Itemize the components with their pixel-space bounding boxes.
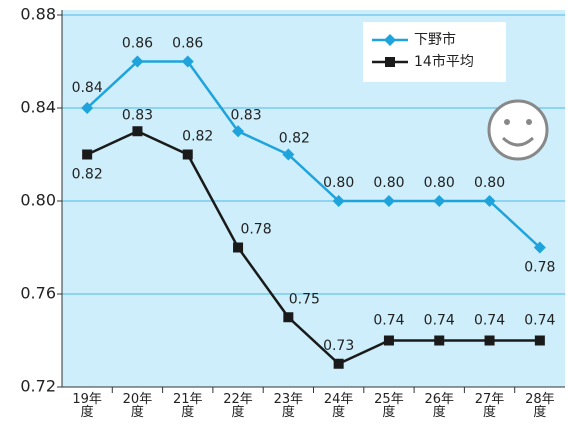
x-tick-label: 22年度 [223, 392, 253, 420]
data-label: 0.80 [474, 175, 505, 191]
marker [534, 335, 545, 346]
x-tick-label: 20年度 [122, 392, 153, 420]
x-tick-label: 27年度 [474, 392, 505, 420]
marker [232, 125, 245, 138]
data-label: 0.80 [323, 175, 354, 191]
marker [282, 148, 295, 161]
y-tick-label: 0.72 [20, 377, 56, 396]
data-label: 0.84 [72, 80, 103, 96]
data-label: 0.74 [474, 313, 505, 329]
y-tick-label: 0.80 [20, 191, 56, 210]
data-label: 0.82 [279, 131, 310, 147]
data-label: 0.82 [182, 129, 213, 145]
data-label: 0.82 [72, 167, 103, 183]
marker [181, 55, 194, 68]
marker [82, 149, 93, 160]
marker [81, 102, 94, 114]
marker [333, 358, 344, 369]
y-tick-label: 0.84 [20, 98, 56, 117]
data-label: 0.74 [424, 313, 455, 329]
marker [131, 55, 144, 68]
smiley [487, 99, 549, 161]
data-label: 0.86 [172, 36, 203, 52]
x-tick-label: 24年度 [323, 392, 354, 420]
marker [484, 335, 495, 346]
marker [483, 195, 496, 207]
marker [434, 335, 445, 346]
data-label: 0.80 [373, 175, 404, 191]
data-label: 0.78 [240, 222, 271, 238]
x-tick-label: 19年度 [72, 392, 102, 420]
legend-marker [385, 57, 395, 67]
data-label: 0.83 [230, 107, 261, 123]
legend-box [363, 22, 506, 82]
x-tick-label: 28年度 [525, 392, 555, 420]
legend-marker [384, 34, 396, 46]
marker [283, 312, 294, 323]
marker [233, 242, 244, 253]
x-tick-label: 23年度 [273, 392, 304, 420]
series-line [86, 60, 541, 249]
data-label: 0.74 [373, 313, 404, 329]
marker [382, 195, 395, 207]
marker [383, 335, 394, 346]
data-label: 0.75 [289, 291, 320, 307]
data-label: 0.83 [122, 107, 153, 123]
y-tick-label: 0.76 [20, 284, 56, 303]
marker [533, 241, 546, 254]
data-label: 0.86 [122, 36, 153, 52]
x-tick-label: 21年度 [172, 392, 203, 420]
data-label: 0.74 [524, 313, 555, 329]
legend-label: 14市平均 [414, 53, 474, 70]
data-label: 0.73 [323, 338, 354, 354]
marker [132, 126, 143, 137]
x-tick-label: 26年度 [424, 392, 455, 420]
data-label: 0.78 [524, 260, 555, 276]
x-tick-label: 25年度 [374, 392, 404, 420]
y-tick-label: 0.88 [20, 5, 56, 24]
marker [433, 195, 446, 207]
data-label: 0.80 [424, 175, 455, 191]
marker [332, 195, 345, 207]
marker [182, 149, 193, 160]
series-line [86, 129, 540, 366]
legend-label: 下野市 [414, 31, 456, 48]
